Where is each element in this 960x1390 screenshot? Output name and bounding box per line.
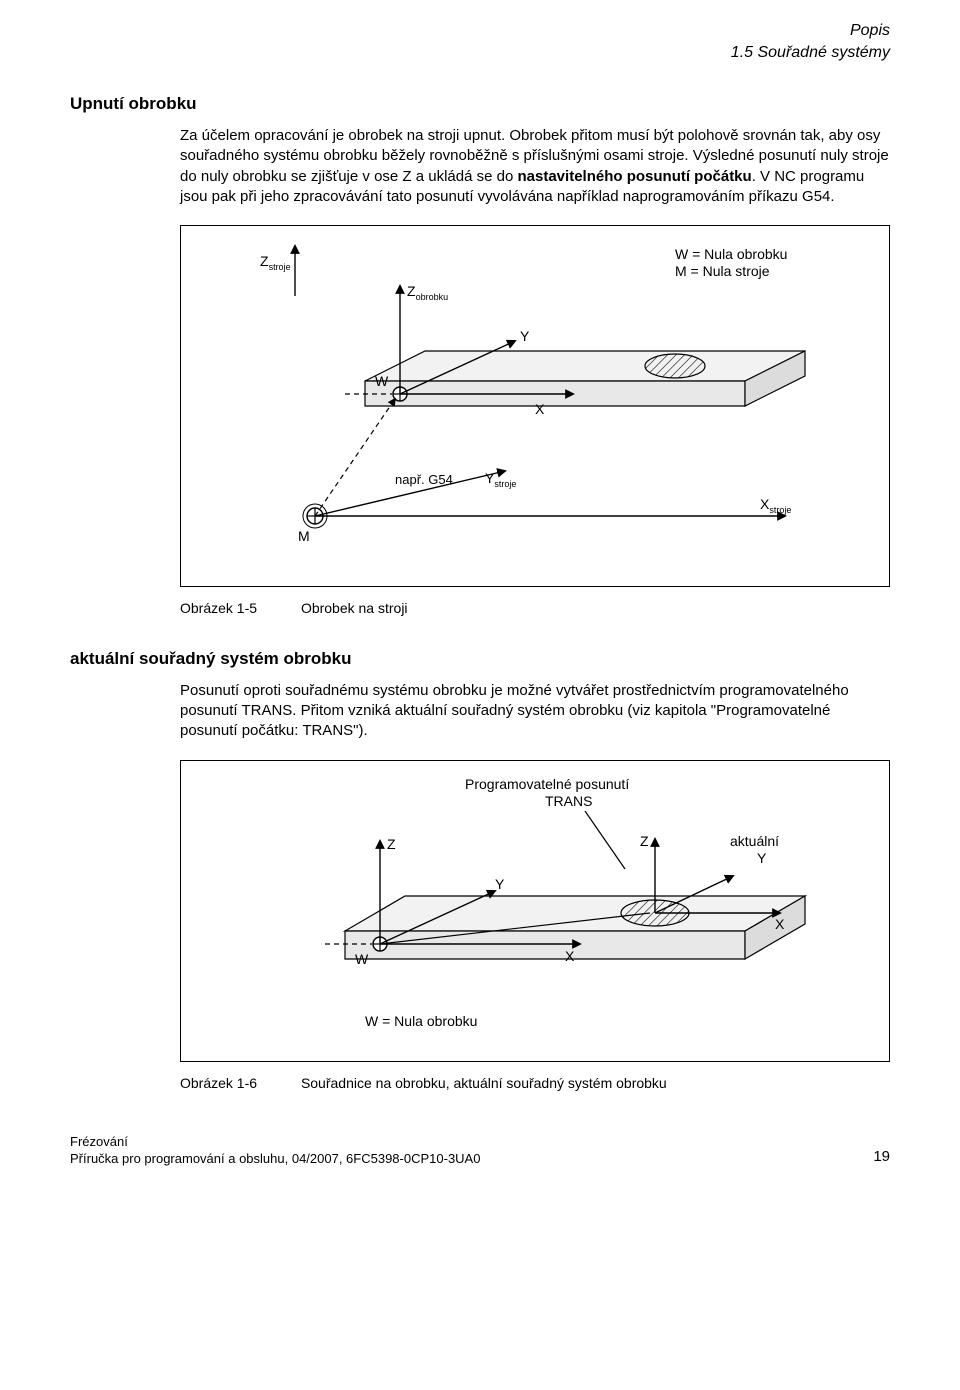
svg-text:Ystroje: Ystroje <box>485 470 516 489</box>
svg-text:W: W <box>375 373 389 389</box>
figure-1-5-caption: Obrázek 1-5 Obrobek na stroji <box>180 599 890 618</box>
svg-text:Zobrobku: Zobrobku <box>407 283 448 302</box>
section2-title: aktuální souřadný systém obrobku <box>70 648 890 671</box>
section1-bold: nastavitelného posunutí počátku <box>518 168 752 185</box>
svg-text:Y: Y <box>520 328 530 344</box>
svg-text:W = Nula obrobku: W = Nula obrobku <box>675 246 787 262</box>
section1-body: Za účelem opracování je obrobek na stroj… <box>180 126 890 207</box>
svg-text:aktuální: aktuální <box>730 833 779 849</box>
svg-text:Z: Z <box>640 833 649 849</box>
fig2-caption-label: Obrázek 1-6 <box>180 1074 257 1093</box>
svg-text:X: X <box>775 916 785 932</box>
svg-text:TRANS: TRANS <box>545 793 592 809</box>
section2-body: Posunutí oproti souřadnému systému obrob… <box>180 681 890 742</box>
header-chapter: Popis <box>70 20 890 42</box>
page-number: 19 <box>873 1147 890 1167</box>
fig1-caption-label: Obrázek 1-5 <box>180 599 257 618</box>
svg-text:X: X <box>565 948 575 964</box>
footer-line1: Frézování <box>70 1133 480 1151</box>
fig1-caption-text: Obrobek na stroji <box>301 600 408 616</box>
footer-line2: Příručka pro programování a obsluhu, 04/… <box>70 1150 480 1168</box>
section2-para: Posunutí oproti souřadnému systému obrob… <box>180 681 890 742</box>
svg-text:W = Nula obrobku: W = Nula obrobku <box>365 1013 477 1029</box>
figure-1-5: Zstroje Zobrobku W Y X M např. G54 Ystro… <box>180 225 890 587</box>
svg-text:X: X <box>535 401 545 417</box>
svg-text:M = Nula stroje: M = Nula stroje <box>675 263 770 279</box>
workpiece-block <box>365 351 805 406</box>
svg-text:W: W <box>355 951 369 967</box>
figure-1-6-caption: Obrázek 1-6 Souřadnice na obrobku, aktuá… <box>180 1074 890 1093</box>
svg-text:Programovatelné posunutí: Programovatelné posunutí <box>465 776 629 792</box>
page-footer: Frézování Příručka pro programování a ob… <box>70 1133 890 1168</box>
header-section: 1.5 Souřadné systémy <box>70 42 890 64</box>
fig2-caption-text: Souřadnice na obrobku, aktuální souřadný… <box>301 1075 667 1091</box>
svg-text:Z: Z <box>387 836 396 852</box>
figure-1-6: Programovatelné posunutí TRANS W Z X Y Z… <box>180 760 890 1062</box>
svg-text:Xstroje: Xstroje <box>760 496 791 515</box>
svg-text:M: M <box>298 528 310 544</box>
svg-text:Zstroje: Zstroje <box>260 253 291 272</box>
page-header: Popis 1.5 Souřadné systémy <box>70 20 890 63</box>
workpiece-block-2 <box>345 896 805 959</box>
section1-title: Upnutí obrobku <box>70 93 890 116</box>
svg-text:Y: Y <box>495 876 505 892</box>
svg-text:Y: Y <box>757 850 767 866</box>
